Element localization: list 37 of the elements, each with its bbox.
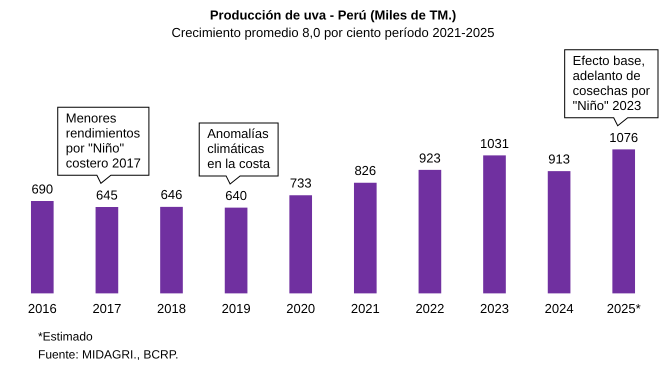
data-label: 913 [548,152,570,167]
x-tick-label: 2022 [415,300,444,316]
data-label: 733 [290,176,312,191]
bar [160,206,183,294]
data-label: 826 [354,163,376,178]
x-tick-label: 2021 [350,300,380,316]
bar [354,182,377,294]
source-note: Fuente: MIDAGRI., BCRP. [38,347,178,362]
x-tick-label: 2018 [157,300,186,316]
x-tick-label: 2019 [222,300,251,316]
data-label: 640 [225,188,247,204]
bar [612,149,636,294]
x-tick-label: 2020 [286,300,316,316]
annotation: Efecto base, adelanto de cosechas por "Niño" 2023 [572,52,651,113]
data-label: 690 [31,181,54,196]
x-tick-label: 2023 [480,300,509,316]
bar [30,200,54,294]
data-label: 646 [160,187,182,202]
data-label: 1076 [609,130,638,145]
x-tick-label: 2016 [28,300,57,316]
chart-title: Producción de uva - Perú (Miles de TM.) [210,7,456,22]
bar [483,155,506,294]
x-tick-label: 2024 [544,300,574,316]
data-label: 645 [96,187,118,202]
text: *Estimado [38,329,94,344]
bar [224,208,248,294]
data-label: 923 [419,150,441,166]
annotation: Anomalías climáticas en la costa [207,126,271,172]
chart-subtitle: Crecimiento promedio 8,0 por ciento período 2021-2025 [171,24,495,40]
annotation: Menores rendimientos por "Niño" costero 2017 [66,110,141,170]
data-label: 1031 [480,136,509,151]
bar [548,171,570,294]
x-tick-label: 2017 [92,300,122,316]
bar [418,170,442,294]
bar [289,195,312,294]
x-tick-label: 2025* [606,300,641,316]
bar [96,206,118,294]
